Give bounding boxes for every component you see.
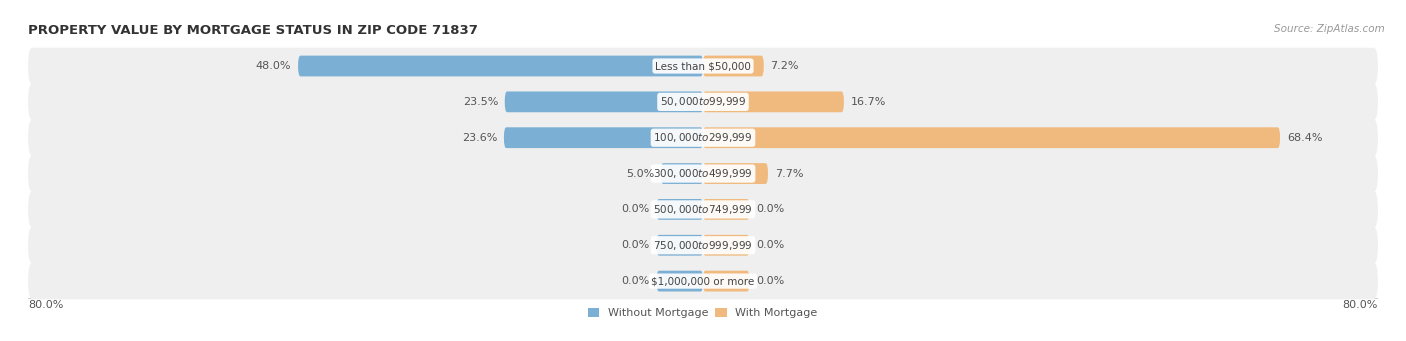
FancyBboxPatch shape xyxy=(703,91,844,112)
FancyBboxPatch shape xyxy=(28,119,1378,156)
FancyBboxPatch shape xyxy=(298,56,703,76)
FancyBboxPatch shape xyxy=(661,163,703,184)
FancyBboxPatch shape xyxy=(503,127,703,148)
Text: 16.7%: 16.7% xyxy=(851,97,886,107)
Text: 48.0%: 48.0% xyxy=(256,61,291,71)
Text: 80.0%: 80.0% xyxy=(1343,300,1378,310)
Text: 0.0%: 0.0% xyxy=(621,204,650,214)
Legend: Without Mortgage, With Mortgage: Without Mortgage, With Mortgage xyxy=(583,303,823,323)
Text: $500,000 to $749,999: $500,000 to $749,999 xyxy=(654,203,752,216)
Text: $750,000 to $999,999: $750,000 to $999,999 xyxy=(654,239,752,252)
Text: 68.4%: 68.4% xyxy=(1286,133,1322,143)
Text: 23.5%: 23.5% xyxy=(463,97,498,107)
Text: 0.0%: 0.0% xyxy=(756,204,785,214)
FancyBboxPatch shape xyxy=(28,84,1378,120)
FancyBboxPatch shape xyxy=(703,127,1279,148)
FancyBboxPatch shape xyxy=(28,227,1378,264)
Text: 0.0%: 0.0% xyxy=(756,276,785,286)
FancyBboxPatch shape xyxy=(657,199,703,220)
Text: 0.0%: 0.0% xyxy=(621,276,650,286)
FancyBboxPatch shape xyxy=(703,163,768,184)
FancyBboxPatch shape xyxy=(657,271,703,292)
Text: Source: ZipAtlas.com: Source: ZipAtlas.com xyxy=(1274,24,1385,34)
Text: 7.7%: 7.7% xyxy=(775,168,803,179)
Text: 0.0%: 0.0% xyxy=(621,240,650,250)
Text: 5.0%: 5.0% xyxy=(626,168,654,179)
Text: $1,000,000 or more: $1,000,000 or more xyxy=(651,276,755,286)
FancyBboxPatch shape xyxy=(28,155,1378,192)
FancyBboxPatch shape xyxy=(703,199,749,220)
FancyBboxPatch shape xyxy=(28,263,1378,299)
FancyBboxPatch shape xyxy=(505,91,703,112)
Text: 23.6%: 23.6% xyxy=(461,133,498,143)
FancyBboxPatch shape xyxy=(703,235,749,256)
Text: Less than $50,000: Less than $50,000 xyxy=(655,61,751,71)
Text: $100,000 to $299,999: $100,000 to $299,999 xyxy=(654,131,752,144)
FancyBboxPatch shape xyxy=(28,191,1378,228)
Text: $300,000 to $499,999: $300,000 to $499,999 xyxy=(654,167,752,180)
Text: 0.0%: 0.0% xyxy=(756,240,785,250)
Text: 7.2%: 7.2% xyxy=(770,61,799,71)
Text: 80.0%: 80.0% xyxy=(28,300,63,310)
FancyBboxPatch shape xyxy=(28,48,1378,84)
FancyBboxPatch shape xyxy=(657,235,703,256)
FancyBboxPatch shape xyxy=(703,271,749,292)
FancyBboxPatch shape xyxy=(703,56,763,76)
Text: PROPERTY VALUE BY MORTGAGE STATUS IN ZIP CODE 71837: PROPERTY VALUE BY MORTGAGE STATUS IN ZIP… xyxy=(28,24,478,37)
Text: $50,000 to $99,999: $50,000 to $99,999 xyxy=(659,95,747,108)
